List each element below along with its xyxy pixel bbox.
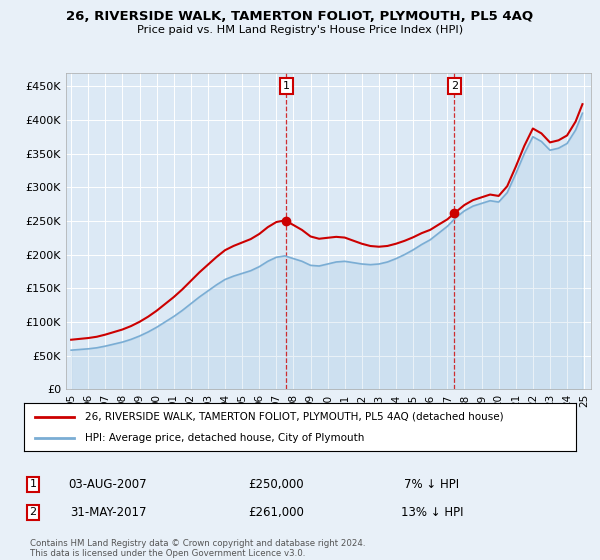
Text: 2: 2 bbox=[451, 81, 458, 91]
Text: 13% ↓ HPI: 13% ↓ HPI bbox=[401, 506, 463, 519]
Text: HPI: Average price, detached house, City of Plymouth: HPI: Average price, detached house, City… bbox=[85, 433, 364, 444]
Text: 26, RIVERSIDE WALK, TAMERTON FOLIOT, PLYMOUTH, PL5 4AQ (detached house): 26, RIVERSIDE WALK, TAMERTON FOLIOT, PLY… bbox=[85, 412, 503, 422]
Text: £261,000: £261,000 bbox=[248, 506, 304, 519]
Text: Price paid vs. HM Land Registry's House Price Index (HPI): Price paid vs. HM Land Registry's House … bbox=[137, 25, 463, 35]
Text: 7% ↓ HPI: 7% ↓ HPI bbox=[404, 478, 460, 491]
Text: 03-AUG-2007: 03-AUG-2007 bbox=[68, 478, 148, 491]
Text: Contains HM Land Registry data © Crown copyright and database right 2024.
This d: Contains HM Land Registry data © Crown c… bbox=[30, 539, 365, 558]
Text: 2: 2 bbox=[29, 507, 37, 517]
Text: 1: 1 bbox=[283, 81, 290, 91]
Text: £250,000: £250,000 bbox=[248, 478, 304, 491]
Text: 26, RIVERSIDE WALK, TAMERTON FOLIOT, PLYMOUTH, PL5 4AQ: 26, RIVERSIDE WALK, TAMERTON FOLIOT, PLY… bbox=[67, 10, 533, 23]
Text: 31-MAY-2017: 31-MAY-2017 bbox=[70, 506, 146, 519]
Text: 1: 1 bbox=[29, 479, 37, 489]
